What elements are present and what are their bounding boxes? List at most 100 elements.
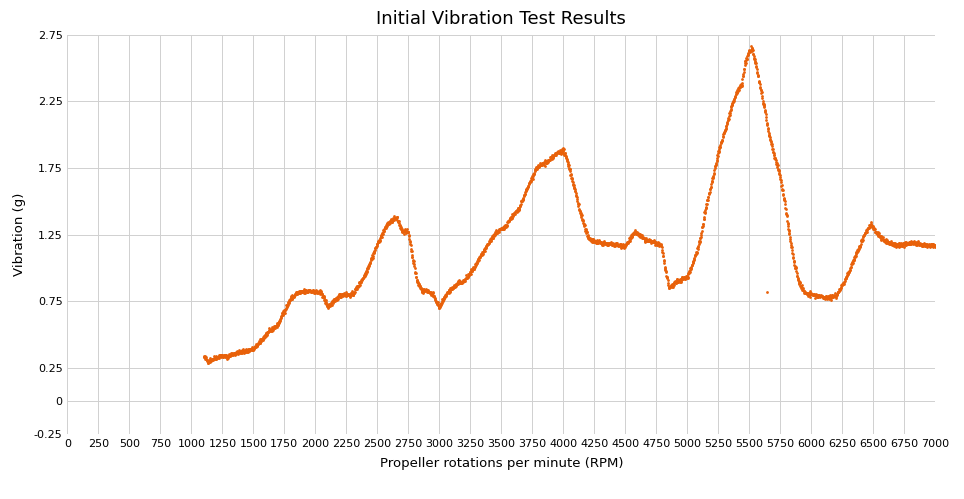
Point bbox=[294, 287, 309, 295]
Point bbox=[442, 287, 457, 295]
Point bbox=[201, 356, 217, 364]
Point bbox=[860, 225, 875, 233]
Point bbox=[392, 222, 408, 230]
Point bbox=[422, 289, 438, 297]
Point bbox=[591, 239, 606, 247]
Point bbox=[499, 222, 515, 230]
Point bbox=[340, 290, 356, 298]
Point bbox=[622, 234, 637, 242]
Point bbox=[808, 291, 823, 299]
Point bbox=[697, 209, 712, 217]
Point bbox=[534, 160, 549, 168]
Point bbox=[702, 190, 717, 198]
Point bbox=[774, 186, 790, 194]
Point bbox=[394, 225, 410, 233]
Point bbox=[690, 243, 706, 250]
Point bbox=[280, 302, 295, 310]
Point bbox=[554, 145, 570, 153]
Point bbox=[203, 356, 219, 364]
Point bbox=[529, 164, 545, 172]
Point bbox=[546, 152, 561, 160]
Point bbox=[665, 283, 681, 291]
Point bbox=[657, 264, 673, 272]
Point bbox=[353, 278, 368, 286]
Point bbox=[859, 228, 874, 236]
Point bbox=[226, 349, 241, 357]
Point bbox=[291, 288, 307, 296]
Point bbox=[904, 239, 920, 247]
Point bbox=[285, 292, 301, 300]
Point bbox=[560, 160, 576, 168]
Point bbox=[527, 167, 543, 175]
Point bbox=[551, 149, 567, 157]
Point bbox=[381, 220, 396, 228]
Point bbox=[476, 247, 492, 254]
Point bbox=[507, 210, 522, 218]
Point bbox=[875, 233, 891, 241]
Point bbox=[508, 208, 523, 216]
Point bbox=[710, 151, 725, 159]
Point bbox=[662, 283, 678, 291]
Point bbox=[753, 84, 768, 92]
Point bbox=[629, 231, 644, 239]
Point bbox=[338, 291, 354, 299]
Point bbox=[495, 225, 511, 233]
Point bbox=[522, 178, 538, 186]
Point bbox=[533, 161, 549, 169]
Point bbox=[680, 273, 695, 281]
Point bbox=[271, 318, 286, 326]
Point bbox=[629, 229, 644, 237]
Point bbox=[791, 279, 807, 287]
Point bbox=[433, 300, 448, 308]
Point bbox=[780, 217, 795, 225]
Point bbox=[425, 292, 441, 300]
Point bbox=[695, 220, 710, 228]
Point bbox=[380, 220, 395, 228]
Point bbox=[790, 268, 805, 276]
Point bbox=[907, 241, 923, 249]
Point bbox=[637, 237, 653, 245]
Point bbox=[812, 291, 827, 299]
Point bbox=[760, 124, 775, 132]
Point bbox=[395, 227, 411, 235]
Point bbox=[519, 186, 534, 194]
Point bbox=[673, 278, 688, 286]
Point bbox=[222, 351, 237, 359]
Point bbox=[864, 222, 879, 230]
Point bbox=[844, 258, 860, 266]
Point bbox=[845, 255, 861, 263]
Point bbox=[728, 90, 743, 98]
Point bbox=[913, 241, 928, 249]
Point bbox=[884, 240, 899, 248]
Point bbox=[843, 264, 858, 272]
Point bbox=[218, 353, 233, 361]
Point bbox=[335, 291, 350, 299]
Point bbox=[370, 238, 386, 246]
Point bbox=[197, 353, 212, 361]
Point bbox=[499, 221, 515, 229]
Point bbox=[334, 290, 349, 298]
Point bbox=[469, 260, 484, 268]
Point bbox=[509, 208, 524, 216]
Point bbox=[254, 336, 270, 344]
Point bbox=[368, 244, 384, 251]
Point bbox=[777, 200, 792, 208]
Point bbox=[759, 116, 774, 124]
Point bbox=[608, 240, 624, 248]
Point bbox=[817, 293, 832, 301]
Point bbox=[927, 241, 943, 249]
Point bbox=[889, 241, 904, 249]
Point bbox=[401, 228, 416, 236]
Point bbox=[528, 164, 544, 172]
Point bbox=[257, 331, 273, 339]
Point bbox=[567, 184, 582, 192]
Point bbox=[487, 231, 502, 239]
Point bbox=[838, 274, 853, 282]
Point bbox=[526, 170, 542, 178]
Point bbox=[787, 262, 802, 270]
Point bbox=[735, 72, 750, 80]
Point bbox=[924, 242, 939, 250]
Point bbox=[479, 242, 495, 250]
Point bbox=[643, 239, 658, 247]
Point bbox=[881, 240, 897, 248]
